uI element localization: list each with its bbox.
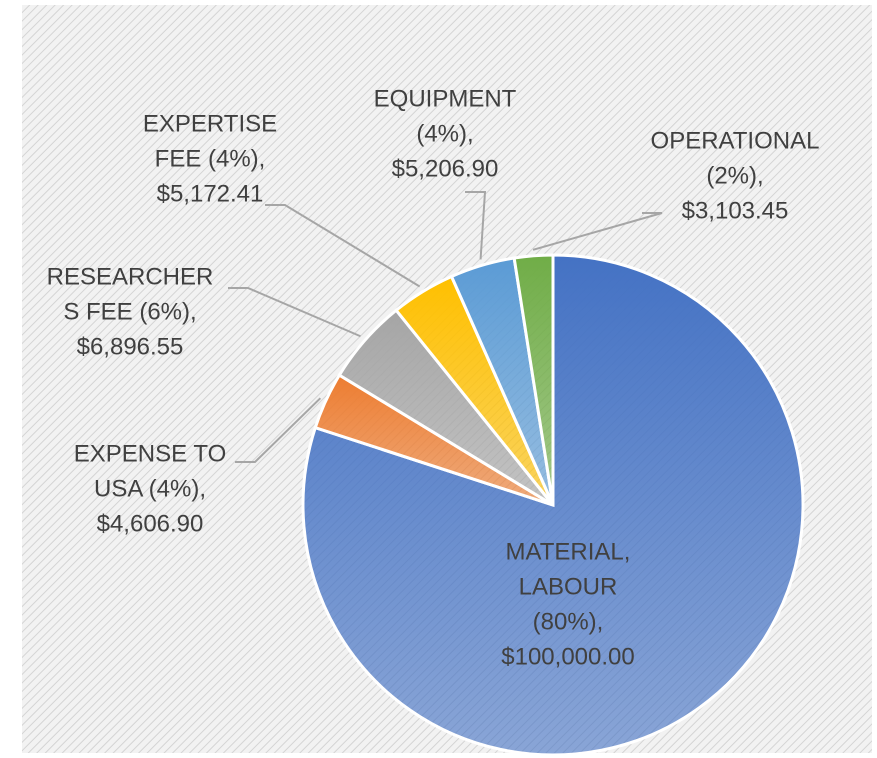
data-label: EXPERTISE	[143, 110, 277, 137]
data-label: $6,896.55	[77, 333, 184, 360]
leader-line	[465, 191, 487, 260]
leader-line	[265, 204, 421, 288]
data-label: USA (4%),	[94, 475, 206, 502]
data-label: OPERATIONAL	[651, 127, 820, 154]
data-label: EQUIPMENT	[374, 85, 517, 112]
data-label: MATERIAL,	[506, 538, 631, 565]
data-label: RESEARCHER	[47, 263, 214, 290]
data-label: EXPENSE TO	[74, 440, 227, 467]
data-label: LABOUR	[519, 573, 618, 600]
leader-line	[532, 212, 663, 251]
data-label: $100,000.00	[501, 643, 634, 670]
data-label: FEE (4%),	[155, 145, 266, 172]
data-label: (80%),	[533, 608, 604, 635]
leader-line	[235, 397, 322, 463]
data-label: (2%),	[706, 162, 763, 189]
leader-line	[228, 287, 361, 338]
pie-slice	[512, 253, 555, 506]
data-label: $3,103.45	[682, 197, 789, 224]
data-label: $5,206.90	[392, 155, 499, 182]
data-label: $5,172.41	[157, 180, 264, 207]
data-label: $4,606.90	[97, 510, 204, 537]
data-label: (4%),	[416, 120, 473, 147]
data-label: S FEE (6%),	[63, 298, 196, 325]
